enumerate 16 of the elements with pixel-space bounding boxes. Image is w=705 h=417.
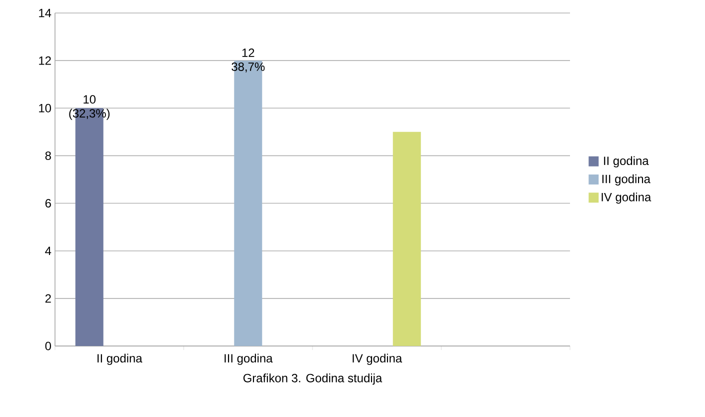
y-tick-label: 8 [45, 151, 51, 160]
x-tick-label: IV godina [352, 354, 402, 365]
text: Grafikon 3. Godina studija [243, 374, 382, 385]
y-tick-label: 12 [39, 56, 51, 65]
y-tick-label: 14 [39, 8, 52, 18]
legend-label: II godina [604, 156, 649, 168]
data-label: 12 38,7% [232, 48, 265, 72]
legend-label: III godina [602, 174, 650, 186]
y-tick-label: 10 [39, 104, 52, 112]
x-tick-label: III godina [224, 354, 273, 365]
y-tick-label: 2 [45, 294, 51, 303]
y-tick-label: 6 [45, 199, 51, 208]
x-tick-label: II godina [98, 354, 142, 365]
y-tick-label: 4 [45, 246, 52, 255]
y-tick-label: 0 [45, 342, 52, 350]
legend-label: IV godina [602, 192, 652, 204]
